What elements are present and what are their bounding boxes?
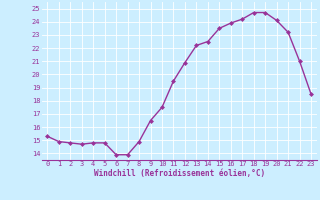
X-axis label: Windchill (Refroidissement éolien,°C): Windchill (Refroidissement éolien,°C) (94, 169, 265, 178)
